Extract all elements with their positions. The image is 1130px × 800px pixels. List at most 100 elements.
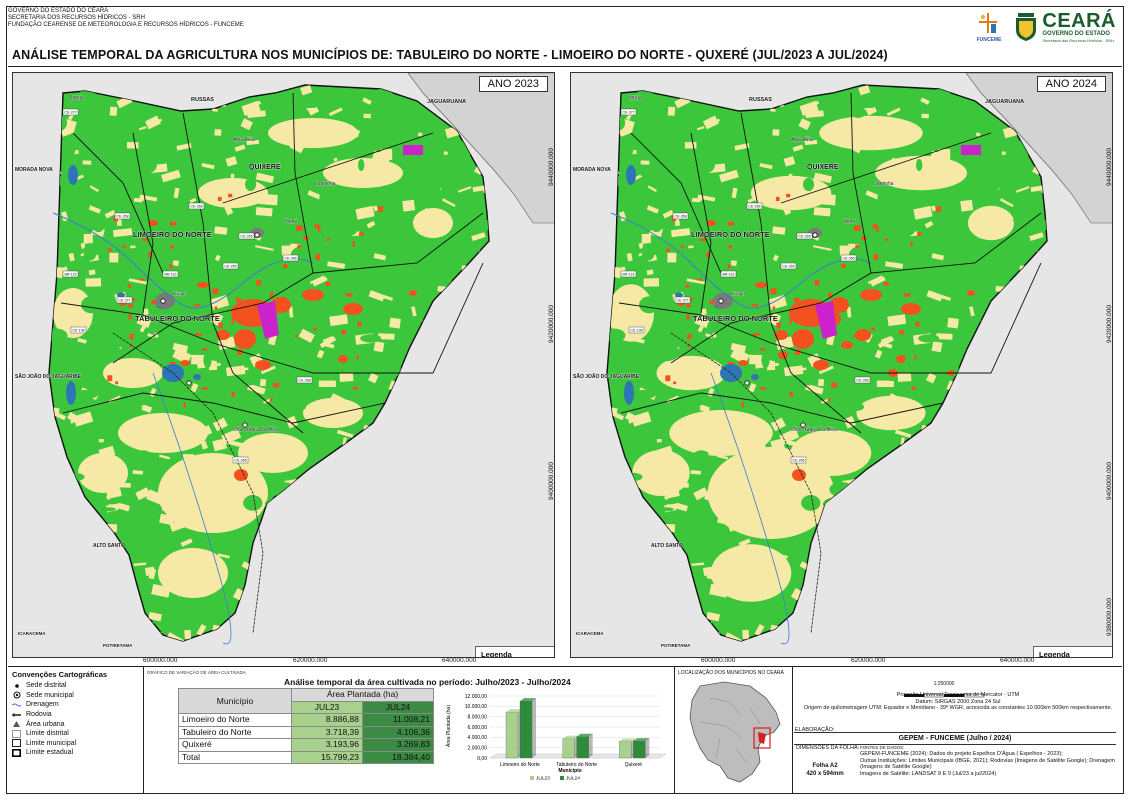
chart-bar-top [619, 738, 636, 742]
solo-exposto-patch [947, 317, 959, 329]
vegetacao-patch [802, 177, 815, 192]
solo-exposto-patch [211, 108, 218, 112]
solo-exposto-patch [865, 190, 881, 201]
year-badge: ANO 2023 [478, 76, 548, 92]
solo-exposto-patch [163, 568, 177, 577]
vegetacao-patch [801, 495, 821, 511]
vegetacao-patch [637, 219, 659, 231]
vegetacao-patch [358, 159, 365, 172]
solo-exposto-patch [748, 383, 757, 393]
area-cultivada-patch [377, 206, 384, 212]
vegetacao-patch [319, 191, 330, 205]
ceara-logo-text: CEARÁ [1042, 10, 1116, 32]
solo-exposto-patch [327, 261, 346, 269]
area-cultivada-patch [201, 348, 208, 351]
solo-exposto-patch [697, 325, 704, 333]
sede-municipal-marker [242, 422, 248, 428]
scale-text: 1:250000 [933, 681, 955, 687]
solo-exposto-patch [730, 347, 750, 365]
road-badge [188, 202, 205, 210]
scale-bar: 1:250000 [902, 681, 986, 705]
fontes-line: GEPEM-FUNCEME (2024): Dados do projeto E… [860, 751, 1063, 758]
solo-exposto-patch [103, 358, 163, 388]
solo-exposto-patch [279, 451, 295, 466]
area-cultivada-patch [129, 343, 133, 347]
solo-exposto-patch [656, 438, 662, 443]
area-cultivada-patch [231, 392, 235, 397]
solo-exposto-patch [161, 503, 171, 512]
chart-xlabel: Município [558, 768, 581, 774]
area-cultivada-patch [911, 387, 916, 390]
row-v24: 3.269,83 [362, 738, 434, 752]
solo-exposto-patch [749, 354, 763, 365]
area-cultivada-patch [792, 469, 806, 481]
area-cultivada-patch [727, 264, 731, 269]
solo-exposto-patch [339, 372, 354, 383]
vegetacao-patch [73, 389, 99, 399]
vegetacao-patch [65, 146, 76, 157]
solo-exposto-patch [70, 417, 79, 424]
area-cultivada-patch [727, 221, 735, 226]
solo-exposto-patch [628, 417, 637, 424]
solo-exposto-patch [190, 383, 199, 393]
area-cultivada-patch [778, 351, 788, 359]
solo-exposto-patch [187, 474, 198, 481]
area-cultivada-patch [873, 254, 879, 260]
solo-exposto-patch [699, 404, 711, 413]
road-line [112, 332, 264, 634]
area-cultivada-patch [338, 355, 348, 363]
solo-exposto-patch [700, 308, 707, 316]
solo-exposto-patch [182, 454, 195, 464]
solo-exposto-patch [817, 378, 825, 387]
vegetacao-patch [649, 343, 680, 362]
area-cultivada-patch [237, 349, 243, 355]
solo-exposto-patch [969, 306, 975, 317]
place-label: Água Fria [791, 136, 813, 143]
area-cultivada-patch [688, 297, 693, 302]
agua-patch [751, 374, 759, 380]
solo-exposto-patch [159, 513, 175, 526]
row-v23: 15.799,23 [291, 750, 363, 764]
solo-exposto-patch [83, 233, 93, 244]
place-label: POTIRETAMA [661, 643, 691, 648]
funceme-logo-icon: FUNCEME [977, 13, 1002, 43]
road-badge-label: BR-116 [623, 273, 635, 277]
area-cultivada-patch [180, 360, 190, 366]
drainage-line [152, 372, 232, 645]
header-institutions: GOVERNO DO ESTADO DO CEARÁ SECRETARIA DO… [8, 8, 244, 29]
solo-exposto-patch [56, 413, 67, 421]
area-cultivada-patch [813, 360, 829, 370]
neighbor-region [407, 73, 554, 224]
area-cultivada-patch [357, 321, 362, 327]
vegetacao-patch [806, 154, 824, 161]
chart-legend-swatch [560, 776, 564, 780]
solo-exposto-patch [856, 395, 926, 431]
chart-bar-top [576, 733, 593, 737]
area-cultivada-patch [199, 285, 206, 288]
logos: FUNCEME CEARÁ GOVERNO DO ESTADO Secretar… [974, 10, 1116, 44]
solo-exposto-patch [638, 242, 644, 249]
area-table: Município Área Plantada (ha) JUL23 JUL24… [178, 688, 434, 764]
solo-exposto-patch [368, 372, 379, 384]
solo-exposto-patch [931, 341, 943, 353]
area-cultivada-patch [738, 360, 748, 366]
area-cultivada-patch [314, 224, 320, 229]
chart-bar-side [532, 698, 536, 758]
area-cultivada-patch [770, 288, 777, 295]
solo-exposto-patch [874, 349, 883, 359]
solo-exposto-patch [635, 337, 645, 344]
area-cultivada-patch [195, 333, 202, 336]
place-label: QUIXERÉ [249, 162, 281, 171]
area-cultivada-patch [214, 306, 218, 310]
solo-exposto-patch [694, 315, 710, 328]
solo-exposto-patch [225, 156, 238, 167]
solo-exposto-patch [138, 126, 147, 131]
solo-exposto-patch [196, 624, 207, 637]
area-cultivada-patch [855, 244, 859, 249]
area-bar-chart: Área Plantada (ha) 0,00 2.000,00 4.000,00 6.… [445, 694, 667, 782]
area-cultivada-patch [345, 293, 353, 297]
area-cultivada-patch [353, 387, 358, 390]
divider [8, 666, 1122, 667]
area-cultivada-patch [665, 248, 670, 252]
solo-exposto-patch [702, 115, 719, 130]
